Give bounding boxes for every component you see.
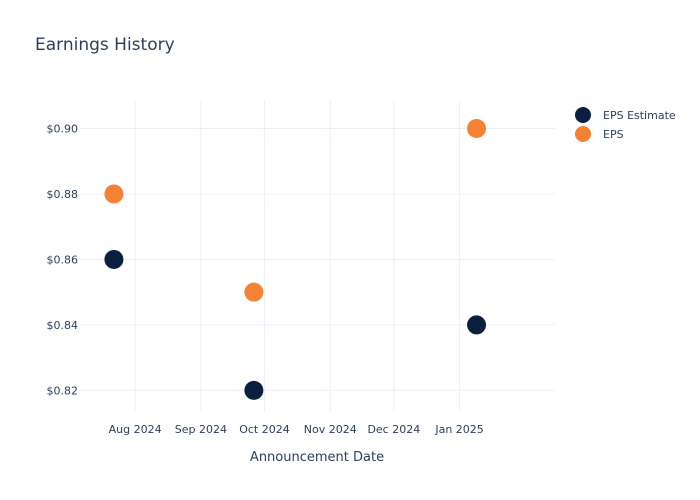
legend-item-eps-estimate[interactable]: EPS Estimate <box>575 107 676 123</box>
legend-label: EPS <box>603 128 624 141</box>
chart-title: Earnings History <box>35 35 175 55</box>
legend-marker <box>575 107 591 123</box>
x-axis-title: Announcement Date <box>250 450 384 465</box>
x-tick-label: Sep 2024 <box>175 423 227 436</box>
data-point-eps-estimate[interactable] <box>104 249 124 269</box>
data-point-eps[interactable] <box>104 184 124 204</box>
x-tick-label: Oct 2024 <box>239 423 290 436</box>
legend-marker <box>575 126 591 142</box>
x-tick-label: Jan 2025 <box>434 423 483 436</box>
data-point-eps-estimate[interactable] <box>467 315 487 335</box>
grid-lines <box>80 100 555 412</box>
y-tick-label: $0.84 <box>47 319 79 332</box>
y-tick-label: $0.90 <box>47 122 79 135</box>
legend-item-eps[interactable]: EPS <box>575 126 624 142</box>
data-point-eps-estimate[interactable] <box>244 380 264 400</box>
data-point-eps[interactable] <box>244 282 264 302</box>
x-tick-label: Nov 2024 <box>304 423 357 436</box>
legend-label: EPS Estimate <box>603 109 676 122</box>
y-tick-label: $0.82 <box>47 384 79 397</box>
legend[interactable]: EPS Estimate EPS <box>575 107 676 142</box>
y-axis-ticks: $0.82 $0.84 $0.86 $0.88 $0.90 <box>47 122 79 397</box>
data-points <box>104 118 487 400</box>
x-tick-label: Aug 2024 <box>109 423 162 436</box>
x-tick-label: Dec 2024 <box>367 423 420 436</box>
y-tick-label: $0.88 <box>47 188 79 201</box>
data-point-eps[interactable] <box>467 118 487 138</box>
x-axis-ticks: Aug 2024 Sep 2024 Oct 2024 Nov 2024 Dec 2024… <box>109 423 484 436</box>
y-tick-label: $0.86 <box>47 253 79 266</box>
